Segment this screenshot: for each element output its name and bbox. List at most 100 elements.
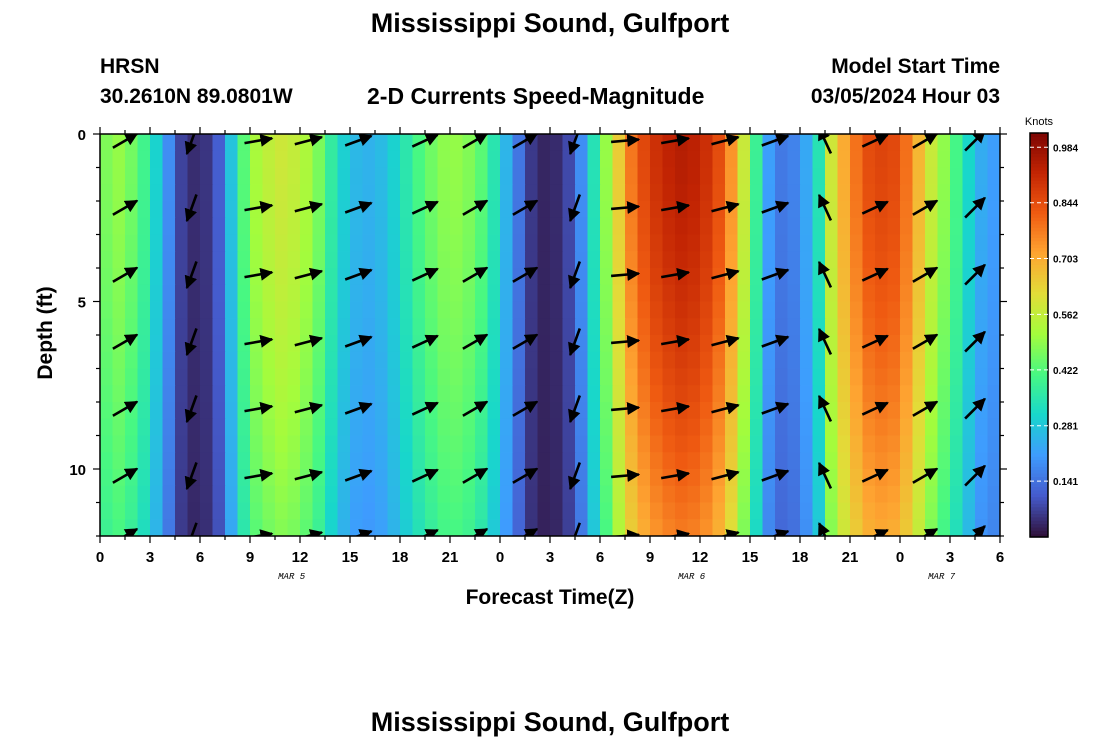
heatmap-cell <box>287 469 301 487</box>
heatmap-cell <box>387 502 401 520</box>
heatmap-cell <box>162 167 176 185</box>
heatmap-cell <box>650 402 664 420</box>
heatmap-cell <box>937 284 951 303</box>
heatmap-cell <box>600 402 614 420</box>
heatmap-cell <box>837 301 851 319</box>
heatmap-cell <box>512 234 526 252</box>
heatmap-cell <box>100 150 114 169</box>
heatmap-cell <box>950 502 964 520</box>
heatmap-cell <box>137 452 151 470</box>
heatmap-cell <box>500 184 514 202</box>
x-tick-label: 18 <box>392 549 409 566</box>
heatmap-cell <box>137 217 151 236</box>
heatmap-cell <box>625 217 639 236</box>
heatmap-cell <box>575 418 589 437</box>
heatmap-cell <box>450 519 464 536</box>
heatmap-cell <box>450 418 464 437</box>
heatmap-cell <box>850 201 864 219</box>
heatmap-cell <box>100 418 114 437</box>
heatmap-cell <box>837 485 851 504</box>
heatmap-cell <box>362 485 376 504</box>
heatmap-cell <box>412 368 426 386</box>
heatmap-cell <box>325 368 339 386</box>
colorbar-segment <box>1030 271 1048 275</box>
heatmap-cell <box>562 234 576 252</box>
heatmap-cell <box>237 418 251 437</box>
heatmap-cell <box>562 251 576 269</box>
heatmap-cell <box>912 502 926 520</box>
heatmap-cell <box>200 469 214 487</box>
heatmap-cell <box>862 184 876 202</box>
heatmap-cell <box>475 184 489 202</box>
heatmap-cell <box>275 335 289 353</box>
heatmap-cell <box>262 335 276 353</box>
heatmap-cell <box>437 167 451 185</box>
heatmap-cell <box>112 351 126 370</box>
heatmap-cell <box>350 318 364 336</box>
colorbar-segment <box>1030 297 1048 302</box>
heatmap-cell <box>600 217 614 236</box>
heatmap-cell <box>587 318 601 336</box>
heatmap-cell <box>112 385 126 403</box>
heatmap-cell <box>800 167 814 185</box>
heatmap-cell <box>662 234 676 252</box>
heatmap-cell <box>100 519 114 536</box>
heatmap-cell <box>437 301 451 319</box>
heatmap-cell <box>187 502 201 520</box>
heatmap-cell <box>775 418 789 437</box>
heatmap-cell <box>150 251 164 269</box>
heatmap-cell <box>300 351 314 370</box>
heatmap-cell <box>987 167 1000 185</box>
current-vector-arrow <box>568 194 582 223</box>
heatmap-cell <box>325 184 339 202</box>
heatmap-cell <box>375 301 389 319</box>
current-vector-arrow <box>512 266 539 283</box>
heatmap-cell <box>962 217 976 236</box>
heatmap-cell <box>900 418 914 437</box>
heatmap-cell <box>800 469 814 487</box>
heatmap-cell <box>187 368 201 386</box>
heatmap-cell <box>987 368 1000 386</box>
heatmap-cell <box>625 268 639 286</box>
heatmap-cell <box>850 485 864 504</box>
heatmap-cell <box>225 184 239 202</box>
heatmap-cell <box>362 351 376 370</box>
heatmap-cell <box>212 435 226 453</box>
heatmap-cell <box>887 234 901 252</box>
heatmap-cell <box>275 150 289 169</box>
heatmap-cell <box>712 368 726 386</box>
heatmap-cell <box>612 184 626 202</box>
heatmap-cell <box>512 301 526 319</box>
heatmap-cell <box>850 469 864 487</box>
heatmap-cell <box>287 318 301 336</box>
heatmap-cell <box>650 469 664 487</box>
heatmap-cell <box>937 519 951 536</box>
heatmap-cell <box>887 335 901 353</box>
heatmap-cell <box>187 351 201 370</box>
heatmap-cell <box>962 351 976 370</box>
colorbar-segment <box>1030 294 1048 299</box>
x-axis-title: Forecast Time(Z) <box>466 586 635 609</box>
heatmap-cell <box>212 268 226 286</box>
heatmap-cell <box>900 502 914 520</box>
heatmap-cell <box>700 335 714 353</box>
heatmap-cell <box>912 284 926 303</box>
heatmap-cell <box>987 402 1000 420</box>
heatmap-cell <box>925 435 939 453</box>
heatmap-cell <box>350 452 364 470</box>
heatmap-cell <box>662 167 676 185</box>
heatmap-cell <box>662 435 676 453</box>
heatmap-cell <box>225 351 239 370</box>
heatmap-cell <box>800 385 814 403</box>
heatmap-cell <box>612 150 626 169</box>
heatmap-cell <box>175 502 189 520</box>
heatmap-cell <box>362 251 376 269</box>
heatmap-cell <box>437 485 451 504</box>
heatmap-cell <box>375 435 389 453</box>
heatmap-cell <box>337 167 351 185</box>
x-tick-label: 0 <box>896 549 904 566</box>
heatmap-cell <box>112 167 126 185</box>
heatmap-cell <box>500 150 514 169</box>
colorbar-segment <box>1030 234 1048 238</box>
heatmap-cell <box>500 318 514 336</box>
